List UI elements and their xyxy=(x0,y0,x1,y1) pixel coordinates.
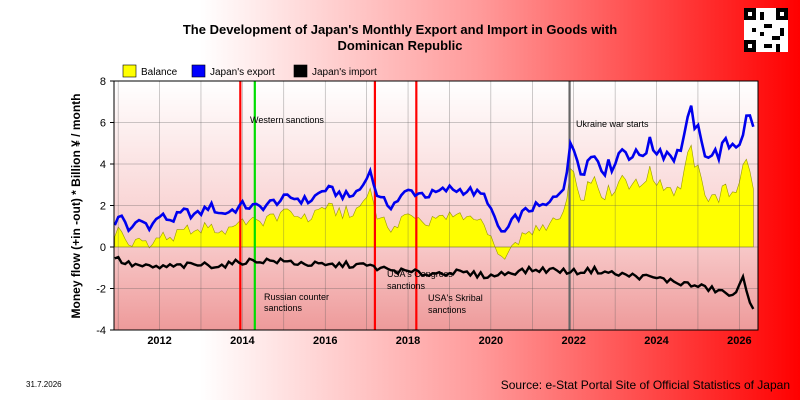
legend-label: Japan's export xyxy=(210,67,275,78)
event-label-ukraine: Ukraine war starts xyxy=(576,119,649,129)
event-label-western: Western sanctions xyxy=(250,115,324,125)
y-tick-label: 4 xyxy=(100,159,106,171)
x-tick-label: 2022 xyxy=(561,335,585,347)
event-label-congress-2: sanctions xyxy=(387,281,426,291)
x-tick-label: 2020 xyxy=(479,335,503,347)
event-label-skribal-2: sanctions xyxy=(428,305,467,315)
balance-area xyxy=(114,144,754,260)
legend-swatch xyxy=(122,64,137,78)
x-tick-label: 2012 xyxy=(147,335,171,347)
x-tick-label: 2016 xyxy=(313,335,337,347)
chart-title-line2: Dominican Republic xyxy=(337,38,463,53)
chart-date: 31.7.2026 xyxy=(26,380,62,389)
event-label-russian-1: Russian counter xyxy=(264,292,329,302)
legend-label: Balance xyxy=(141,67,178,78)
y-tick-label: 2 xyxy=(100,201,106,213)
source-note: Source: e-Stat Portal Site of Official S… xyxy=(500,378,790,392)
y-tick-label: -4 xyxy=(96,325,106,337)
legend-swatch xyxy=(293,64,308,78)
x-tick-label: 2014 xyxy=(230,335,255,347)
import-line xyxy=(114,255,755,310)
x-tick-label: 2024 xyxy=(644,335,669,347)
legend-label: Japan's import xyxy=(312,67,377,78)
event-label-russian-2: sanctions xyxy=(264,303,303,313)
event-label-skribal-1: USA's Skribal xyxy=(428,293,483,303)
y-tick-label: -2 xyxy=(96,284,106,296)
x-tick-label: 2018 xyxy=(396,335,420,347)
y-axis-label: Money flow (+in -out) * Billion ¥ / mont… xyxy=(69,94,83,319)
y-tick-label: 0 xyxy=(100,242,106,254)
export-line xyxy=(113,105,755,234)
chart-title-line1: The Development of Japan's Monthly Expor… xyxy=(182,22,618,37)
qr-code-icon xyxy=(744,8,788,52)
y-tick-label: 8 xyxy=(100,76,106,88)
event-label-congress-1: USA's Congress xyxy=(387,269,453,279)
y-tick-label: 6 xyxy=(100,118,106,130)
legend-swatch xyxy=(191,64,206,78)
x-tick-label: 2026 xyxy=(727,335,751,347)
